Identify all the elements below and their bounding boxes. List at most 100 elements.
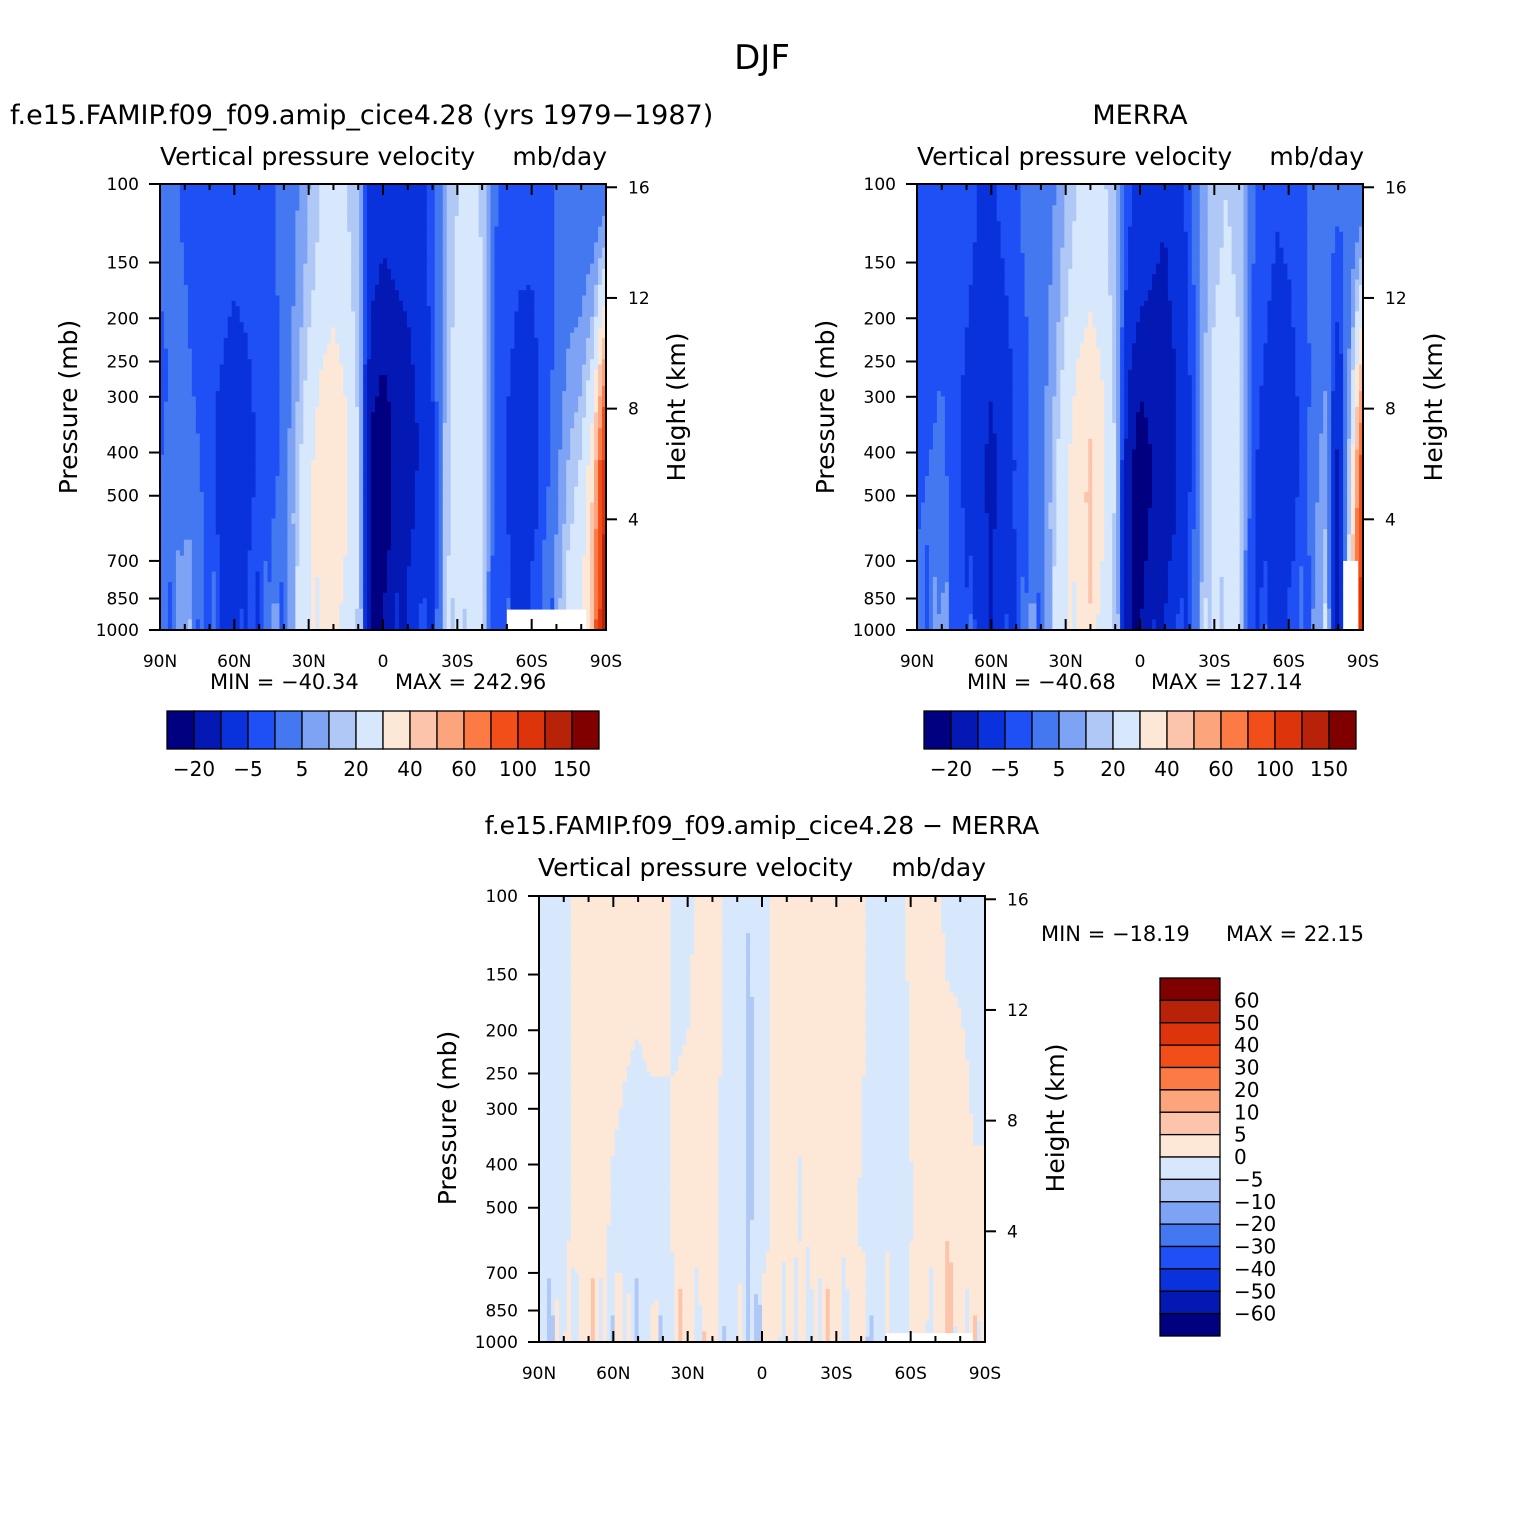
heatmap-cell (442, 274, 448, 281)
heatmap-cell (570, 231, 575, 238)
heatmap-cell (566, 391, 571, 397)
heatmap-cell (307, 407, 312, 413)
heatmap-cell (319, 247, 324, 254)
heatmap-cell (319, 237, 324, 244)
heatmap-cell (490, 327, 496, 334)
heatmap-cell (566, 184, 571, 190)
heatmap-cell (446, 231, 452, 238)
heatmap-cell (538, 184, 543, 190)
heatmap-cell (179, 396, 185, 403)
heatmap-cell (446, 263, 452, 270)
heatmap-cell (163, 385, 169, 392)
heatmap-cell (199, 412, 205, 419)
heatmap-cell (478, 359, 484, 366)
heatmap-cell (538, 258, 543, 265)
heatmap-cell (582, 369, 587, 376)
heatmap-cell (187, 353, 193, 360)
heatmap-cell (375, 184, 380, 190)
heatmap-cell (574, 322, 579, 328)
heatmap-cell (355, 215, 360, 222)
heatmap-cell (566, 199, 571, 206)
heatmap-cell (319, 353, 324, 360)
heatmap-cell (530, 359, 535, 366)
heatmap-cell (371, 337, 376, 344)
heatmap-cell (255, 247, 261, 254)
heatmap-cell (191, 332, 197, 339)
heatmap-cell (299, 290, 304, 297)
heatmap-cell (255, 385, 261, 392)
heatmap-cell (438, 348, 444, 355)
heatmap-cell (582, 359, 587, 366)
heatmap-cell (283, 263, 289, 270)
heatmap-cell (271, 247, 277, 254)
heatmap-cell (315, 221, 320, 228)
heatmap-cell (390, 369, 396, 376)
heatmap-cell (590, 242, 595, 249)
heatmap-cell (231, 226, 237, 233)
heatmap-cell (211, 274, 217, 281)
heatmap-cell (371, 369, 376, 376)
heatmap-cell (450, 274, 456, 281)
heatmap-cell (394, 279, 400, 286)
heatmap-cell (371, 306, 376, 313)
heatmap-cell (434, 263, 440, 270)
heatmap-cell (311, 263, 316, 270)
heatmap-cell (263, 263, 269, 270)
heatmap-cell (379, 407, 384, 413)
heatmap-cell (434, 205, 440, 212)
heatmap-cell (379, 343, 384, 350)
heatmap-cell (390, 215, 396, 222)
heatmap-cell (315, 401, 320, 408)
heatmap-cell (339, 300, 344, 307)
heatmap-cell (160, 215, 165, 222)
heatmap-cell (478, 322, 484, 328)
heatmap-cell (179, 210, 185, 217)
heatmap-cell (171, 290, 177, 297)
heatmap-cell (534, 184, 539, 190)
heatmap-cell (574, 247, 579, 254)
heatmap-cell (175, 284, 181, 291)
heatmap-cell (291, 417, 296, 424)
heatmap-cell (438, 306, 444, 313)
heatmap-cell (291, 348, 296, 355)
heatmap-cell (394, 258, 400, 265)
heatmap-cell (255, 380, 261, 387)
heatmap-cell (207, 353, 213, 360)
heatmap-cell (235, 401, 241, 408)
heatmap-cell (490, 263, 496, 270)
heatmap-cell (426, 237, 432, 244)
heatmap-cell (498, 184, 504, 190)
heatmap-cell (566, 258, 571, 265)
heatmap-cell (402, 343, 408, 350)
heatmap-cell (275, 268, 281, 275)
heatmap-cell (410, 279, 416, 286)
heatmap-cell (578, 231, 583, 238)
heatmap-cell (171, 327, 177, 334)
heatmap-cell (191, 263, 197, 270)
heatmap-cell (351, 369, 356, 376)
heatmap-cell (211, 311, 217, 318)
heatmap-cell (247, 226, 253, 233)
heatmap-cell (171, 348, 177, 355)
heatmap-cell (430, 375, 436, 382)
heatmap-cell (466, 231, 472, 238)
heatmap-cell (351, 359, 356, 366)
heatmap-cell (311, 359, 316, 366)
heatmap-cell (542, 359, 547, 366)
heatmap-cell (474, 253, 480, 259)
heatmap-cell (339, 353, 344, 360)
heatmap-cell (430, 311, 436, 318)
heatmap-cell (219, 237, 225, 244)
heatmap-cell (482, 412, 488, 419)
heatmap-cell (546, 258, 551, 265)
heatmap-cell (466, 295, 472, 302)
heatmap-cell (235, 311, 241, 318)
heatmap-cell (506, 263, 512, 270)
heatmap-cell (215, 401, 221, 408)
heatmap-cell (422, 337, 428, 344)
heatmap-cell (422, 279, 428, 286)
heatmap-cell (474, 401, 480, 408)
heatmap-cell (458, 306, 464, 313)
heatmap-cell (586, 332, 591, 339)
heatmap-cell (199, 348, 205, 355)
